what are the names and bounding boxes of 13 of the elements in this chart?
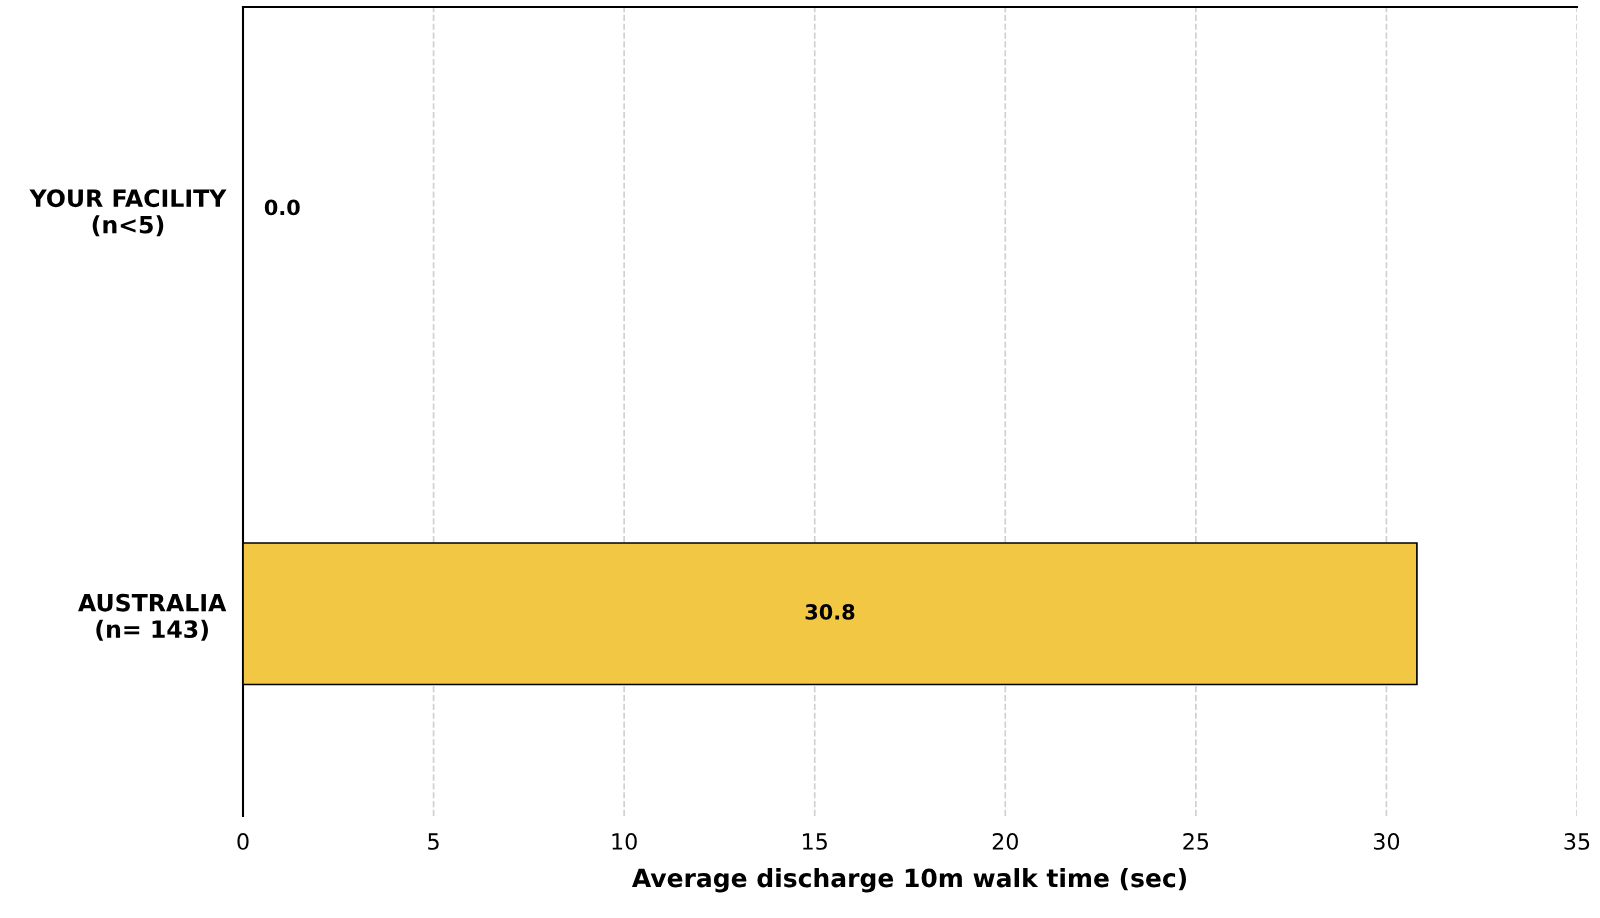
y-tick-label: YOUR FACILITY (n<5) xyxy=(29,189,227,237)
data-label: 30.8 xyxy=(805,604,855,620)
x-tick-label: 30 xyxy=(1373,833,1400,850)
y-tick-label: AUSTRALIA (n= 143) xyxy=(78,593,227,641)
x-tick-label: 0 xyxy=(237,833,249,850)
data-label: 0.0 xyxy=(264,199,300,216)
x-tick-label: 35 xyxy=(1564,833,1590,850)
x-tick-label: 10 xyxy=(612,833,637,850)
x-tick-label: 5 xyxy=(428,833,439,850)
x-tick-label: 15 xyxy=(803,833,827,850)
x-axis-title: Average discharge 10m walk time (sec) xyxy=(631,868,1186,893)
x-tick-label: 25 xyxy=(1183,833,1209,850)
x-tick-label: 20 xyxy=(992,833,1018,850)
